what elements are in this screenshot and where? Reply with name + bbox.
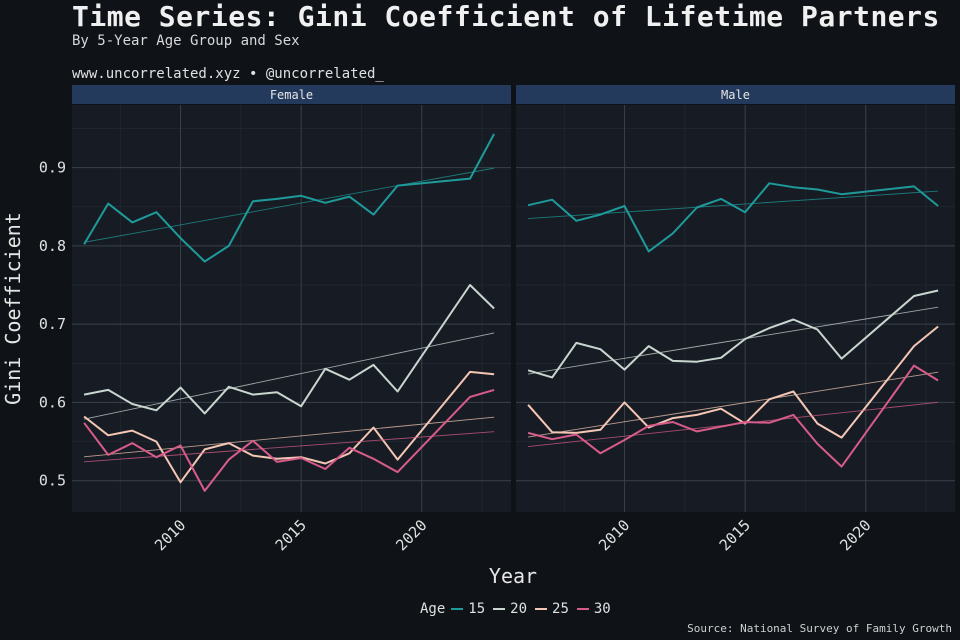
legend-items: 15 20 25 30	[451, 601, 618, 617]
trend-line-age-20	[83, 332, 495, 420]
y-tick-label: 0.8	[39, 237, 66, 255]
legend: Age 15 20 25 30	[420, 601, 619, 617]
y-tick-label: 0.6	[39, 393, 66, 411]
x-axis-label: Year	[489, 564, 537, 588]
series-line-age-25	[83, 370, 495, 484]
legend-swatch	[451, 608, 464, 610]
panel-background	[72, 105, 511, 512]
y-tick-label: 0.5	[39, 472, 66, 490]
source-note: Source: National Survey of Family Growth	[687, 622, 952, 635]
legend-item-age-25: 25	[535, 601, 569, 617]
legend-label: 30	[593, 601, 611, 617]
trend-line-age-30	[84, 431, 495, 463]
x-tick-label: 2020	[836, 516, 874, 554]
chart-subtitle: By 5-Year Age Group and Sex	[72, 33, 300, 49]
trend-line-age-15	[83, 167, 495, 243]
legend-item-age-20: 20	[493, 601, 527, 617]
legend-label: 20	[510, 601, 528, 617]
series-line-age-15	[83, 133, 495, 263]
facet-strip	[72, 85, 511, 104]
legend-label: 25	[552, 601, 569, 617]
series-line-age-15	[527, 182, 939, 253]
trend-line-age-25	[84, 416, 495, 458]
y-tick-label: 0.7	[39, 315, 66, 333]
legend-item-age-15: 15	[451, 601, 485, 617]
x-tick-label: 2020	[392, 516, 430, 554]
x-tick-label: 2015	[272, 516, 310, 554]
chart-credit: www.uncorrelated.xyz • @uncorrelated_	[72, 66, 384, 82]
panel-background	[516, 105, 955, 512]
facet-panel-male: Male 2010 2015 2020	[516, 85, 955, 554]
series-line-age-25	[527, 325, 939, 439]
x-tick-label: 2010	[595, 516, 633, 554]
y-axis-label: Gini Coefficient	[1, 212, 25, 405]
facet-strip-label: Male	[721, 88, 750, 102]
x-tick-label: 2010	[151, 516, 189, 554]
chart-title: Time Series: Gini Coefficient of Lifetim…	[72, 0, 940, 33]
facet-strip-label: Female	[270, 88, 313, 102]
trend-line-age-20	[527, 306, 939, 375]
trend-line-age-25	[527, 371, 939, 438]
series-line-age-30	[527, 364, 939, 468]
legend-swatch	[535, 608, 548, 610]
legend-item-age-30: 30	[576, 601, 611, 617]
legend-title: Age	[420, 601, 446, 617]
x-tick-label: 2015	[716, 516, 754, 554]
legend-swatch	[493, 608, 506, 610]
series-line-age-20	[83, 284, 495, 415]
y-tick-label: 0.9	[39, 159, 66, 177]
legend-label: 15	[468, 601, 486, 617]
legend-swatch	[576, 608, 589, 610]
series-line-age-30	[83, 388, 495, 492]
series-line-age-20	[527, 289, 939, 379]
facet-strip	[516, 85, 955, 104]
facet-panel-female: Female 2010 2015 2020	[72, 85, 511, 554]
